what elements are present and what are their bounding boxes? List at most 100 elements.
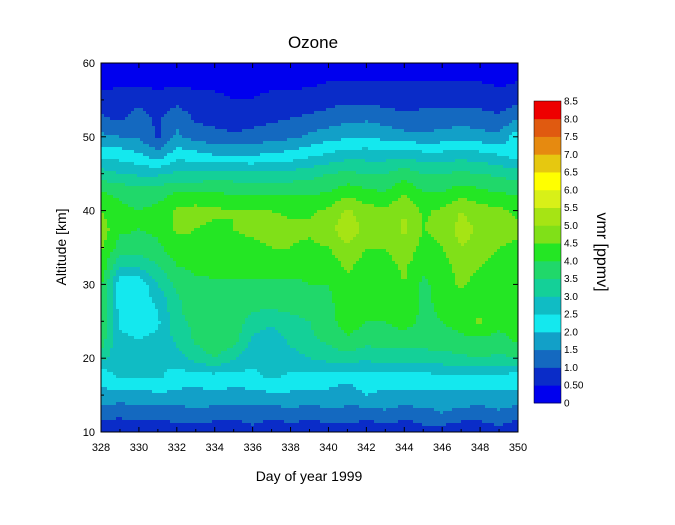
contour-cell	[212, 135, 216, 139]
contour-cell	[128, 90, 132, 94]
contour-cell	[230, 96, 234, 100]
contour-cell	[209, 66, 213, 70]
contour-cell	[503, 99, 507, 103]
contour-cell	[197, 69, 201, 73]
contour-cell	[134, 75, 138, 79]
contour-cell	[212, 120, 216, 124]
contour-cell	[488, 108, 492, 112]
contour-cell	[155, 132, 159, 136]
contour-cell	[464, 102, 468, 106]
contour-cell	[479, 93, 483, 97]
contour-cell	[221, 123, 225, 127]
contour-cell	[260, 81, 264, 85]
contour-cell	[461, 84, 465, 88]
contour-cell	[179, 90, 183, 94]
contour-cell	[326, 99, 330, 103]
contour-cell	[155, 66, 159, 70]
contour-cell	[437, 108, 441, 112]
contour-cell	[161, 135, 165, 139]
contour-cell	[197, 111, 201, 115]
contour-cell	[374, 114, 378, 118]
contour-cell	[263, 111, 267, 115]
contour-cell	[212, 84, 216, 88]
contour-cell	[515, 108, 518, 112]
contour-cell	[332, 90, 336, 94]
contour-cell	[350, 81, 354, 85]
contour-cell	[323, 84, 327, 88]
contour-cell	[476, 90, 480, 94]
contour-cell	[239, 129, 243, 133]
contour-cell	[101, 63, 105, 67]
contour-cell	[443, 96, 447, 100]
contour-cell	[434, 84, 438, 88]
contour-cell	[509, 96, 513, 100]
contour-cell	[359, 93, 363, 97]
contour-cell	[440, 114, 444, 118]
contour-cell	[356, 102, 360, 106]
contour-cell	[233, 72, 237, 76]
contour-cell	[185, 105, 189, 109]
contour-cell	[395, 75, 399, 79]
contour-cell	[479, 78, 483, 82]
contour-cell	[176, 102, 180, 106]
contour-cell	[119, 126, 123, 130]
contour-cell	[470, 120, 474, 124]
contour-cell	[467, 93, 471, 97]
contour-cell	[488, 114, 492, 118]
contour-cell	[296, 69, 300, 73]
contour-cell	[161, 105, 165, 109]
contour-cell	[380, 84, 384, 88]
contour-cell	[440, 102, 444, 106]
contour-cell	[176, 96, 180, 100]
contour-cell	[392, 93, 396, 97]
contour-cell	[203, 75, 207, 79]
contour-cell	[125, 66, 129, 70]
contour-cell	[389, 102, 393, 106]
contour-cell	[101, 93, 105, 97]
contour-cell	[110, 111, 114, 115]
contour-cell	[503, 117, 507, 121]
contour-cell	[212, 66, 216, 70]
contour-cell	[230, 114, 234, 118]
contour-cell	[311, 126, 315, 130]
contour-cell	[119, 129, 123, 133]
contour-cell	[191, 132, 195, 136]
contour-cell	[146, 132, 150, 136]
contour-cell	[419, 75, 423, 79]
contour-cell	[101, 75, 105, 79]
contour-cell	[263, 120, 267, 124]
contour-cell	[257, 105, 261, 109]
contour-cell	[482, 72, 486, 76]
contour-cell	[515, 75, 518, 79]
contour-cell	[347, 120, 351, 124]
contour-cell	[452, 78, 456, 82]
contour-cell	[320, 78, 324, 82]
contour-cell	[458, 93, 462, 97]
contour-cell	[329, 123, 333, 127]
contour-cell	[389, 87, 393, 91]
contour-cell	[437, 120, 441, 124]
contour-cell	[317, 66, 321, 70]
contour-cell	[446, 78, 450, 82]
contour-cell	[515, 129, 518, 133]
contour-cell	[248, 102, 252, 106]
contour-cell	[122, 99, 126, 103]
contour-cell	[455, 126, 459, 130]
contour-cell	[104, 84, 108, 88]
contour-cell	[473, 99, 477, 103]
contour-cell	[149, 102, 153, 106]
contour-cell	[368, 126, 372, 130]
contour-cell	[446, 132, 450, 136]
contour-cell	[452, 126, 456, 130]
contour-cell	[176, 81, 180, 85]
contour-cell	[380, 72, 384, 76]
contour-cell	[410, 69, 414, 73]
contour-cell	[455, 90, 459, 94]
contour-cell	[467, 105, 471, 109]
contour-cell	[308, 108, 312, 112]
contour-cell	[293, 78, 297, 82]
contour-cell	[461, 120, 465, 124]
contour-cell	[287, 120, 291, 124]
contour-cell	[356, 69, 360, 73]
contour-cell	[377, 63, 381, 67]
